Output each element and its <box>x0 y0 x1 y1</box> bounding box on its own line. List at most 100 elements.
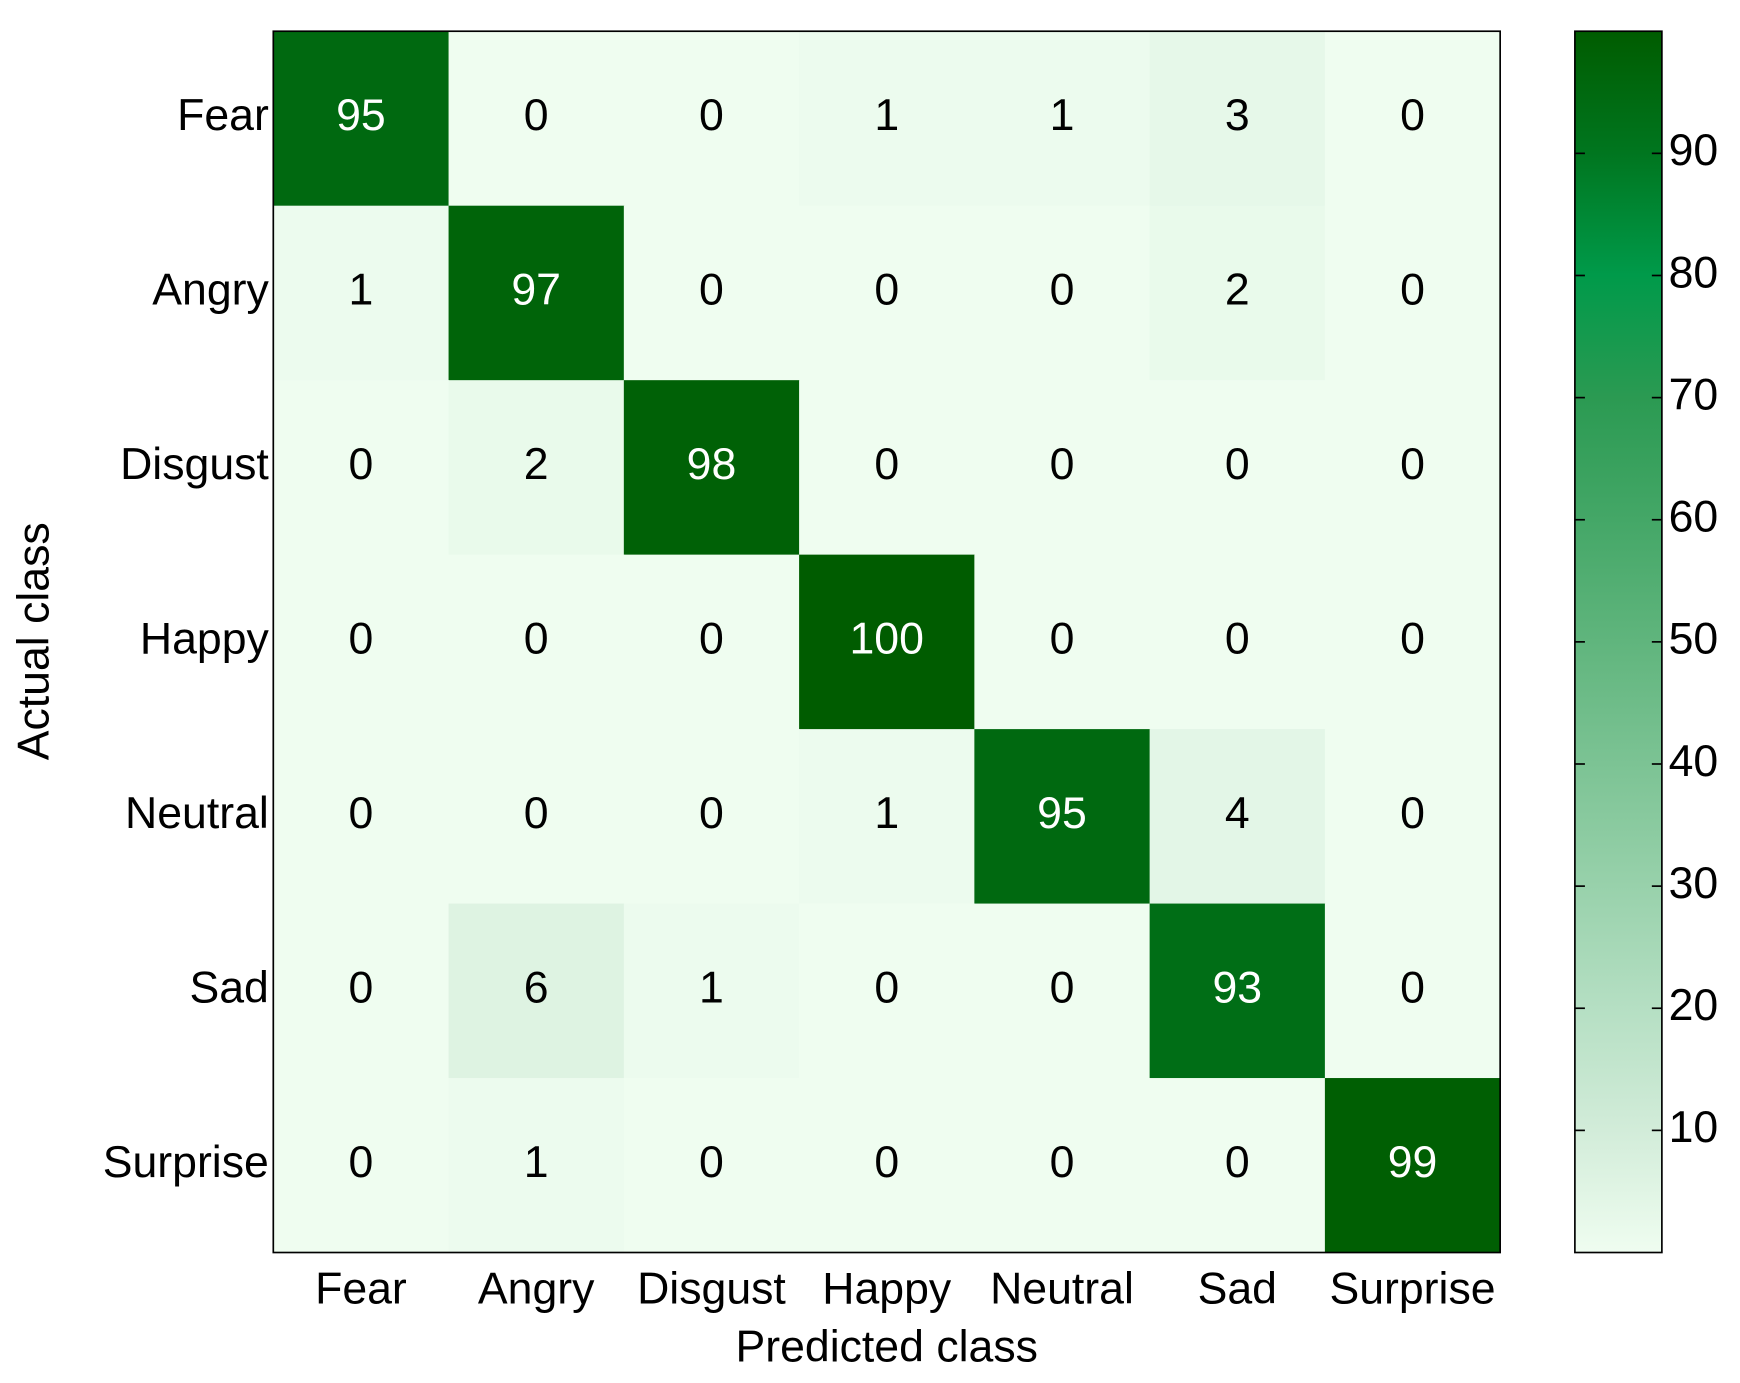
cell <box>273 903 450 1079</box>
cell-label: 0 <box>1400 91 1425 140</box>
cell <box>623 205 800 381</box>
cell <box>1149 31 1326 207</box>
cell-label: 0 <box>874 266 899 315</box>
cell <box>1149 380 1326 556</box>
colorbar-tick-label: 60 <box>1669 493 1719 542</box>
cell <box>799 554 975 730</box>
cell <box>799 380 975 556</box>
cell <box>974 903 1151 1079</box>
y-axis-label: Actual class <box>10 522 59 760</box>
cell-label: 99 <box>1388 1138 1438 1187</box>
cell <box>799 729 975 905</box>
cell <box>974 1078 1151 1254</box>
cell-label: 0 <box>1400 964 1425 1013</box>
cell <box>448 205 625 381</box>
y-tick-label: Surprise <box>103 1138 269 1187</box>
cell <box>273 205 450 381</box>
cell-label: 0 <box>874 440 899 489</box>
cell <box>974 31 1151 207</box>
cell <box>799 31 975 207</box>
y-tick-label: Neutral <box>125 789 269 838</box>
cell-label: 0 <box>1050 266 1075 315</box>
colorbar-tick-label: 80 <box>1669 248 1719 297</box>
cell <box>448 380 625 556</box>
colorbar-tick-label: 50 <box>1669 615 1719 664</box>
cell-label: 0 <box>699 1138 724 1187</box>
cell <box>273 1078 450 1254</box>
y-tick-label: Angry <box>152 266 269 315</box>
y-tick-label: Disgust <box>120 440 269 489</box>
cell <box>623 903 800 1079</box>
cell <box>974 729 1151 905</box>
plot-frame <box>272 30 1501 1254</box>
cell <box>1149 729 1326 905</box>
colorbar-tick-label: 90 <box>1669 126 1719 175</box>
cell-label: 0 <box>1400 615 1425 664</box>
cell <box>448 729 625 905</box>
cell-label: 0 <box>1400 440 1425 489</box>
cell <box>448 554 625 730</box>
x-tick-label: Sad <box>1198 1264 1277 1313</box>
cell-label: 1 <box>524 1138 549 1187</box>
cell <box>623 1078 800 1254</box>
cell-label: 97 <box>511 266 561 315</box>
cell-label: 0 <box>349 964 374 1013</box>
x-tick-label: Fear <box>315 1264 407 1313</box>
y-tick-label: Happy <box>140 615 270 664</box>
x-tick-label: Surprise <box>1329 1264 1495 1313</box>
cell-label: 0 <box>874 964 899 1013</box>
cell-label: 0 <box>524 789 549 838</box>
cell-label: 1 <box>699 964 724 1013</box>
cell-label: 0 <box>349 789 374 838</box>
cell-label: 98 <box>687 440 737 489</box>
cell-label: 0 <box>699 91 724 140</box>
cell <box>1324 1078 1501 1254</box>
cell <box>799 1078 975 1254</box>
cell-label: 93 <box>1212 964 1262 1013</box>
cell <box>974 380 1151 556</box>
cell-label: 0 <box>1400 266 1425 315</box>
cell-label: 0 <box>1400 789 1425 838</box>
cell-label: 6 <box>524 964 549 1013</box>
cell <box>1324 729 1501 905</box>
cell <box>623 554 800 730</box>
colorbar-tick-label: 10 <box>1669 1103 1719 1152</box>
cell-label: 0 <box>349 440 374 489</box>
cell-label: 1 <box>1050 91 1075 140</box>
cell <box>448 903 625 1079</box>
colorbar <box>1574 30 1663 1254</box>
cell <box>799 903 975 1079</box>
cell <box>1324 903 1501 1079</box>
cell <box>974 205 1151 381</box>
cell <box>974 554 1151 730</box>
cell-label: 4 <box>1225 789 1250 838</box>
cell <box>623 729 800 905</box>
cell <box>448 31 625 207</box>
cell-label: 0 <box>524 615 549 664</box>
cell <box>623 31 800 207</box>
cell-label: 0 <box>1225 1138 1250 1187</box>
colorbar-tick-label: 70 <box>1669 370 1719 419</box>
cell <box>273 31 450 207</box>
cell-label: 95 <box>336 91 386 140</box>
cell-label: 2 <box>524 440 549 489</box>
cell-label: 0 <box>524 91 549 140</box>
cell-label: 0 <box>1050 964 1075 1013</box>
cell <box>273 729 450 905</box>
x-axis-label: Predicted class <box>735 1322 1038 1371</box>
cell-label: 0 <box>699 266 724 315</box>
cell-label: 0 <box>699 789 724 838</box>
cell-label: 0 <box>1225 440 1250 489</box>
cell <box>448 1078 625 1254</box>
colorbar-tick-label: 30 <box>1669 859 1719 908</box>
cell-label: 1 <box>874 789 899 838</box>
cell-label: 0 <box>1050 440 1075 489</box>
cell-label: 95 <box>1037 789 1087 838</box>
cell-label: 0 <box>349 1138 374 1187</box>
cell <box>1149 903 1326 1079</box>
cell-label: 0 <box>349 615 374 664</box>
colorbar-tick-label: 40 <box>1669 737 1719 786</box>
cell-label: 3 <box>1225 91 1250 140</box>
cell-label: 100 <box>850 615 924 664</box>
